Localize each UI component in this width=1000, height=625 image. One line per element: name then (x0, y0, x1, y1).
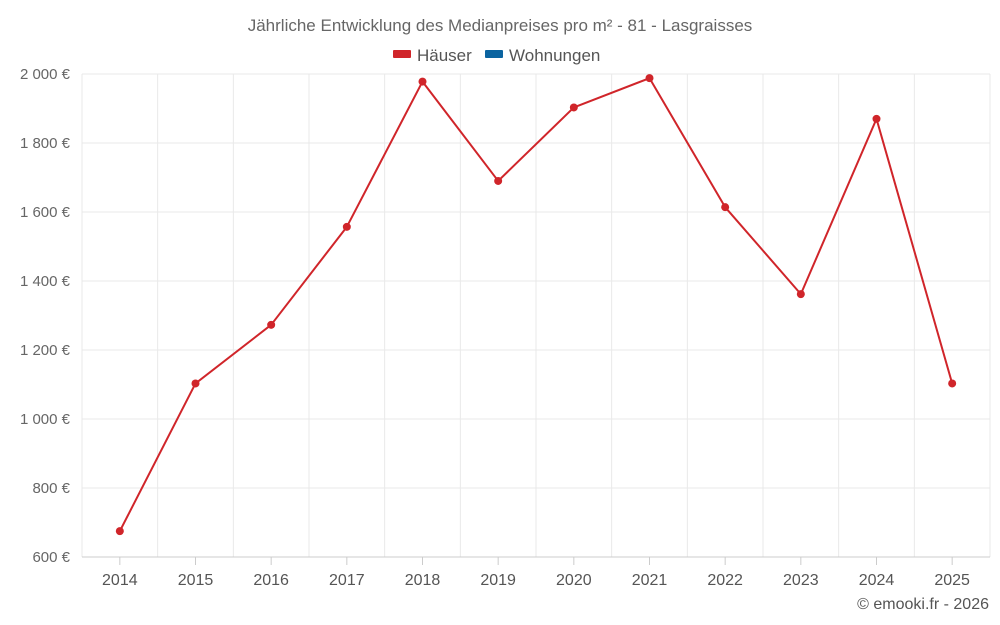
legend-swatch-wohnungen (485, 50, 503, 58)
y-tick-label: 2 000 € (20, 66, 71, 83)
y-tick-label: 600 € (32, 549, 70, 566)
x-tick-label: 2021 (632, 572, 668, 589)
x-tick-label: 2019 (480, 572, 516, 589)
legend-label-haeuser: Häuser (417, 46, 472, 65)
y-tick-label: 1 800 € (20, 135, 71, 152)
legend-item-wohnungen[interactable]: Wohnungen (485, 46, 600, 65)
series-line-0 (118, 77, 954, 532)
data-point[interactable] (796, 290, 805, 299)
data-point[interactable] (342, 222, 351, 231)
y-axis: 600 € 800 € 1 000 € 1 200 € 1 400 € 1 600 € 1 … (20, 66, 71, 566)
x-axis: 2014 2015 2016 2017 2018 2019 2020 2021 2022 2023… (82, 556, 990, 589)
data-point[interactable] (418, 77, 427, 86)
data-point[interactable] (569, 103, 578, 112)
data-point[interactable] (267, 320, 276, 329)
x-tick-label: 2016 (253, 572, 289, 589)
x-tick-label: 2022 (707, 572, 743, 589)
x-tick-label: 2014 (102, 572, 138, 589)
x-tick-label: 2025 (934, 572, 970, 589)
y-tick-label: 1 000 € (20, 411, 71, 428)
data-point[interactable] (872, 114, 881, 123)
x-tick-label: 2015 (178, 572, 214, 589)
gridlines (81, 73, 991, 557)
x-tick-label: 2024 (859, 572, 895, 589)
legend-item-haeuser[interactable]: Häuser (393, 46, 472, 65)
y-tick-label: 1 200 € (20, 342, 71, 359)
y-tick-label: 800 € (32, 480, 70, 497)
data-point[interactable] (494, 176, 503, 185)
data-point[interactable] (645, 74, 654, 83)
data-point[interactable] (115, 527, 124, 536)
credit-text: © emooki.fr - 2026 (857, 596, 989, 613)
x-tick-label: 2023 (783, 572, 819, 589)
x-tick-label: 2020 (556, 572, 592, 589)
legend-swatch-haeuser (393, 50, 411, 58)
data-point[interactable] (721, 203, 730, 212)
x-tick-label: 2017 (329, 572, 365, 589)
data-point[interactable] (191, 379, 200, 388)
data-point[interactable] (948, 379, 957, 388)
y-tick-label: 1 400 € (20, 273, 71, 290)
x-tick-label: 2018 (405, 572, 441, 589)
legend-label-wohnungen: Wohnungen (509, 46, 600, 65)
legend: Häuser Wohnungen (393, 46, 600, 65)
chart-title: Jährliche Entwicklung des Medianpreises … (248, 16, 753, 35)
y-tick-label: 1 600 € (20, 204, 71, 221)
series-layer (115, 74, 957, 536)
